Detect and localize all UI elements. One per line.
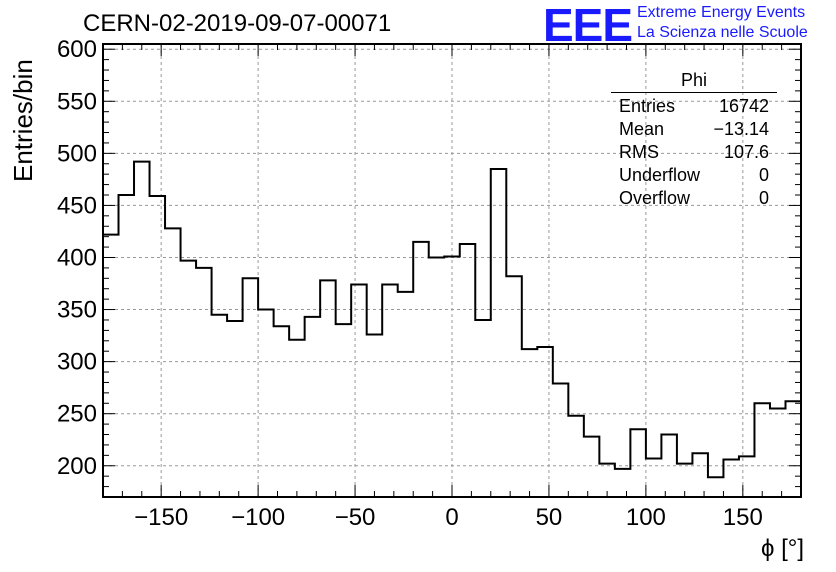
histogram-bin [708,477,724,497]
histogram-bin [584,437,600,497]
x-axis-label: ϕ [°] [760,535,804,562]
histogram-bin [351,285,367,497]
stats-label: Entries [619,96,676,116]
stats-row-overflow: Overflow 0 [611,187,777,210]
stats-row-rms: RMS 107.6 [611,141,777,164]
x-tick-label: 0 [445,504,458,531]
y-tick-label: 400 [57,244,97,271]
histogram-bin [289,340,305,497]
stats-row-entries: Entries 16742 [611,95,777,118]
x-tick-label: 50 [536,504,563,531]
histogram-bin [785,401,801,497]
stats-label: Mean [619,119,665,139]
stats-box: Phi Entries 16742 Mean −13.14 RMS 107.6 Und… [611,70,777,210]
x-tick-label: −100 [231,504,285,531]
histogram-bin [134,162,150,497]
x-tick-label: −50 [335,504,376,531]
histogram-bin [212,315,228,497]
eee-tagline-1: Extreme Energy Events [637,4,806,21]
histogram-bin [475,320,491,497]
stats-value: 0 [758,165,769,185]
stats-row-mean: Mean −13.14 [611,118,777,141]
plot-frame [102,43,802,498]
y-axis-label: Entries/bin [8,59,38,182]
histogram-bin [274,326,290,497]
histogram-bin [615,469,631,497]
histogram-bin [553,383,569,497]
x-tick-label: 150 [723,504,763,531]
y-tick-label: 300 [57,349,97,376]
stats-title: Phi [611,70,777,93]
x-tick-label: 100 [626,504,666,531]
eee-logo: EEE [543,0,633,51]
histogram-bin [258,310,274,497]
histogram-outline [103,160,802,479]
eee-tagline-2: La Scienza nelle Scuole [637,24,808,41]
histogram-bin [305,317,321,497]
histogram-bin [506,276,522,497]
y-tick-label: 350 [57,297,97,324]
histogram-bin [413,242,429,497]
histogram-bin [196,268,212,497]
histogram-bin [460,244,476,497]
histogram-bin [429,257,445,497]
stats-value: 16742 [718,96,769,116]
histogram-bin [165,228,181,497]
histogram-bin [692,453,708,497]
y-tick-label: 550 [57,88,97,115]
histogram-bin [243,278,259,497]
chart-title: CERN-02-2019-09-07-00071 [83,10,392,37]
histogram-bin [444,256,460,497]
y-tick-label: 250 [57,401,97,428]
histogram-bin [522,349,538,497]
histogram-bin [599,464,615,497]
stats-label: Underflow [619,165,701,185]
histogram-bin [630,429,646,497]
y-tick-label: 500 [57,140,97,167]
stats-row-underflow: Underflow 0 [611,164,777,187]
histogram-bin [677,464,693,497]
histogram-bin [181,261,197,497]
x-tick-label: −150 [134,504,188,531]
histogram-bin [754,403,770,497]
stats-label: RMS [619,142,659,162]
histogram-bin [537,347,553,497]
histogram-bin [336,324,352,497]
histogram-bin [398,292,414,497]
histogram-bin [770,408,786,497]
y-tick-label: 600 [57,36,97,63]
histogram-bin [320,280,336,497]
histogram-bin [723,460,739,497]
histogram-bin [491,169,507,497]
histogram-bin [227,321,243,497]
histogram-bin [739,456,755,497]
histogram-bin [367,335,383,497]
stats-label: Overflow [619,188,691,208]
histogram-bin [382,285,398,497]
y-tick-label: 200 [57,453,97,480]
histogram-bin [119,195,135,497]
histogram-bin [150,196,166,497]
histogram-bin [103,235,119,497]
histogram-bin [646,458,662,497]
stats-value: 107.6 [723,142,769,162]
stats-value: −13.14 [713,119,769,139]
histogram-bin [661,435,677,497]
stats-value: 0 [758,188,769,208]
histogram-bin [568,416,584,497]
y-tick-label: 450 [57,192,97,219]
